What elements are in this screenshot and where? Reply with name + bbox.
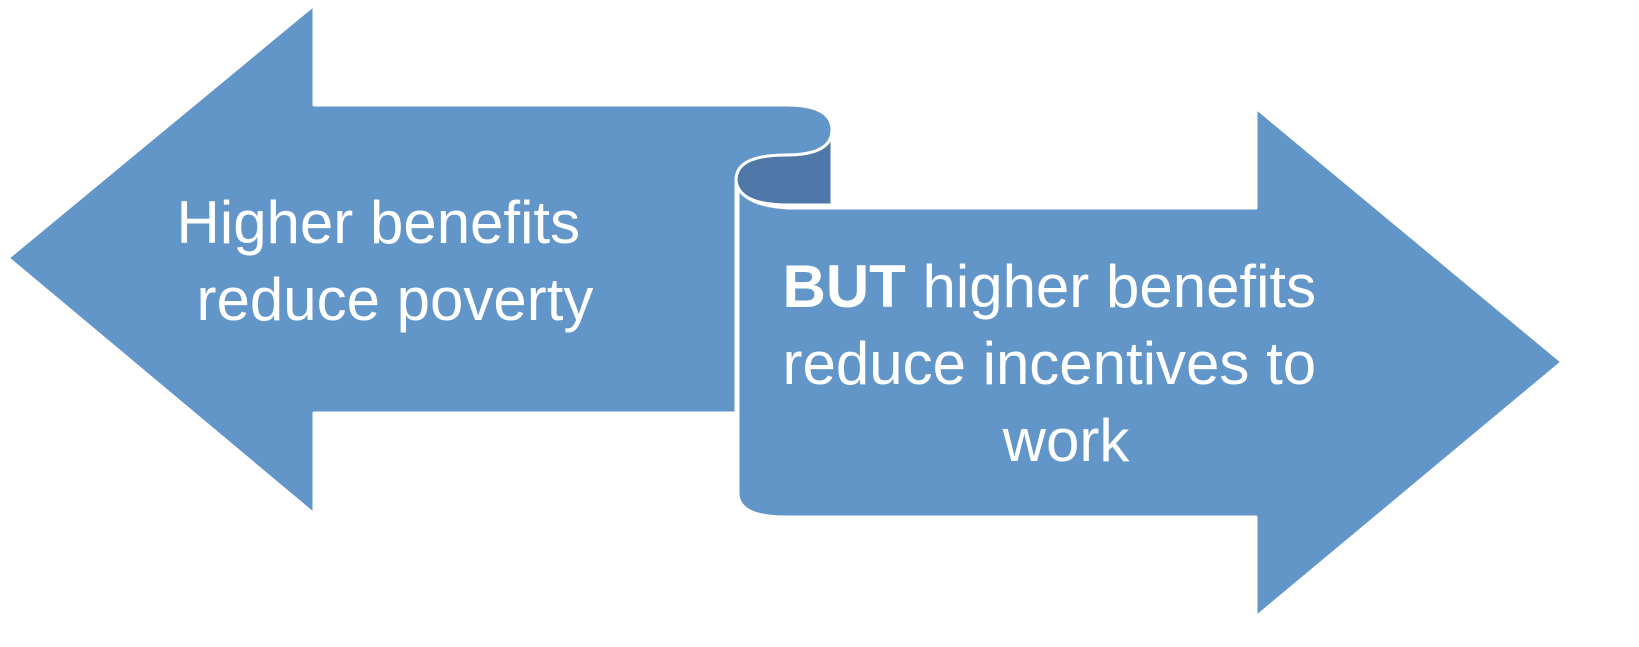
left-arrow — [6, 3, 834, 516]
right-arrow-line-2: reduce incentives to — [782, 330, 1316, 397]
right-arrow-text: BUT higher benefits reduce incentives to… — [0, 0, 1400, 474]
left-arrow-text: Higher benefits reduce poverty — [0, 0, 663, 333]
right-arrow-line-1: BUT higher benefits — [783, 253, 1317, 320]
right-arrow-line-1-rest: higher benefits — [906, 253, 1316, 320]
right-arrow — [736, 106, 1564, 619]
right-arrow-line-1-bold: BUT — [783, 253, 906, 320]
left-arrow-line-2: reduce poverty — [197, 266, 594, 333]
scroll-curl — [734, 128, 834, 207]
left-arrow-line-1: Higher benefits — [177, 189, 581, 256]
right-arrow-line-3: work — [1002, 407, 1131, 474]
